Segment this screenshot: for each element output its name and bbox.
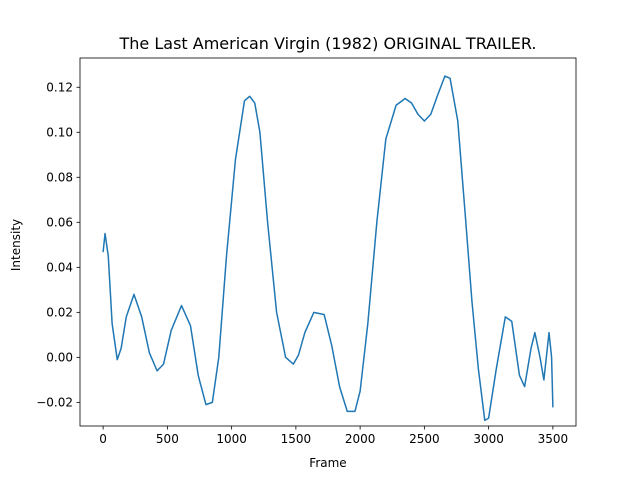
y-tick-label: 0.10 bbox=[46, 125, 73, 139]
x-tick-label: 1500 bbox=[281, 432, 312, 446]
x-tick-label: 1000 bbox=[216, 432, 247, 446]
y-tick-label: 0.02 bbox=[46, 305, 73, 319]
x-tick-label: 2500 bbox=[409, 432, 440, 446]
x-tick-label: 3500 bbox=[538, 432, 569, 446]
x-tick-label: 500 bbox=[156, 432, 179, 446]
y-tick-label: 0.04 bbox=[46, 260, 73, 274]
y-tick-label: 0.00 bbox=[46, 350, 73, 364]
plot-area: 0 500 1000 1500 2000 2500 3000 3500 −0.02 0.00 0.0… bbox=[36, 57, 577, 446]
x-axis-label: Frame bbox=[309, 456, 346, 470]
y-tick-label: 0.12 bbox=[46, 80, 73, 94]
y-tick-label: 0.06 bbox=[46, 215, 73, 229]
x-tick-label: 3000 bbox=[473, 432, 504, 446]
x-tick-label: 2000 bbox=[345, 432, 376, 446]
y-tick-label: 0.08 bbox=[46, 170, 73, 184]
chart-title: The Last American Virgin (1982) ORIGINAL… bbox=[119, 34, 537, 53]
series-line-0 bbox=[102, 75, 554, 422]
x-tick-label: 0 bbox=[99, 432, 107, 446]
plot-frame bbox=[79, 57, 577, 427]
y-axis-label: Intensity bbox=[9, 219, 23, 271]
y-tick-label: −0.02 bbox=[36, 395, 73, 409]
